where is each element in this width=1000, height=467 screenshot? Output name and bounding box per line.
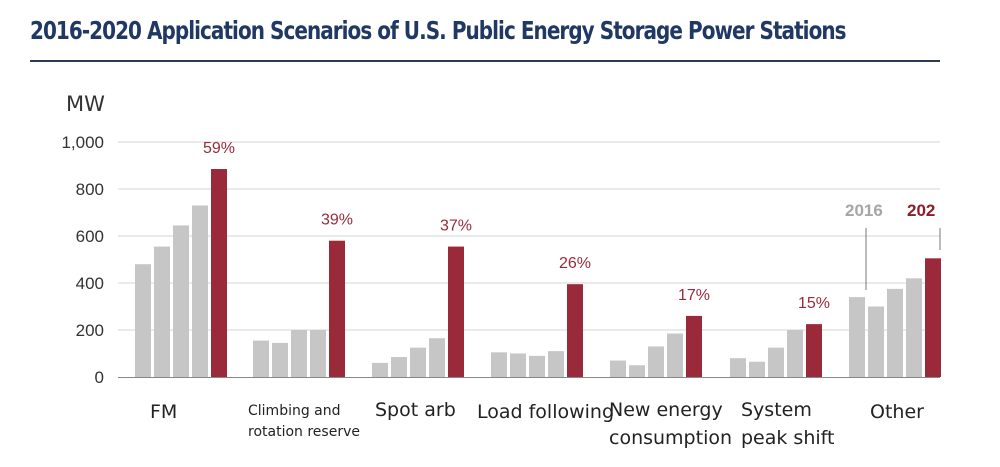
- growth-label: 26%: [559, 255, 591, 272]
- bar-2020: [925, 258, 941, 377]
- category-label: Spot arb: [375, 399, 456, 421]
- bar-2018: [768, 347, 784, 377]
- bar-2016: [491, 352, 507, 377]
- bar-2017: [154, 246, 170, 377]
- growth-label: 39%: [321, 212, 353, 229]
- bar-2018: [410, 347, 426, 377]
- bar-2017: [391, 357, 407, 377]
- category-label: consumption: [609, 427, 732, 449]
- series-annotation-first: 2016: [845, 201, 883, 220]
- bar-2016: [372, 362, 388, 377]
- category-label: Climbing and: [248, 403, 341, 419]
- bar-2018: [648, 346, 664, 377]
- bar-2017: [272, 342, 288, 377]
- category-label: FM: [150, 401, 177, 423]
- bar-2019: [429, 338, 445, 377]
- chart-title: 2016-2020 Application Scenarios of U.S. …: [30, 16, 847, 45]
- bar-2017: [510, 353, 526, 377]
- bar-2020: [448, 246, 464, 377]
- bar-2020: [329, 240, 345, 377]
- bar-2020: [686, 315, 702, 377]
- bar-2018: [291, 330, 307, 377]
- bar-2016: [849, 297, 865, 377]
- bar-2017: [629, 365, 645, 377]
- title-underline: [30, 60, 940, 62]
- y-axis-unit-label: MW: [66, 92, 105, 116]
- y-tick-label: 600: [76, 227, 104, 246]
- bar-2018: [887, 288, 903, 377]
- category-label: New energy: [609, 399, 723, 421]
- bar-2016: [730, 358, 746, 377]
- bar-2019: [310, 330, 326, 377]
- category-label: System: [741, 399, 812, 421]
- bar-2019: [667, 333, 683, 377]
- bar-2020: [806, 324, 822, 377]
- growth-label: 15%: [798, 295, 830, 312]
- bar-2018: [529, 355, 545, 377]
- bar-2016: [135, 264, 151, 377]
- bar-2016: [610, 360, 626, 377]
- bar-2018: [173, 225, 189, 377]
- category-label: peak shift: [741, 427, 834, 449]
- y-tick-label: 200: [76, 321, 104, 340]
- y-tick-label: 400: [76, 274, 104, 293]
- bar-2019: [192, 205, 208, 377]
- growth-label: 59%: [203, 140, 235, 157]
- bar-2019: [906, 278, 922, 377]
- category-label: Load following: [477, 401, 614, 423]
- y-tick-label: 0: [95, 368, 104, 387]
- bar-2017: [749, 361, 765, 377]
- bar-2017: [868, 306, 884, 377]
- bar-2016: [253, 340, 269, 377]
- bar-2019: [787, 330, 803, 377]
- bar-2020: [211, 169, 227, 377]
- growth-label: 17%: [678, 287, 710, 304]
- category-label: rotation reserve: [248, 424, 360, 440]
- bar-2019: [548, 351, 564, 377]
- y-tick-label: 1,000: [61, 133, 104, 152]
- category-label: Other: [870, 401, 924, 423]
- bar-2020: [567, 284, 583, 377]
- series-annotation-last: 202: [907, 201, 935, 220]
- y-tick-label: 800: [76, 180, 104, 199]
- growth-label: 37%: [440, 218, 472, 235]
